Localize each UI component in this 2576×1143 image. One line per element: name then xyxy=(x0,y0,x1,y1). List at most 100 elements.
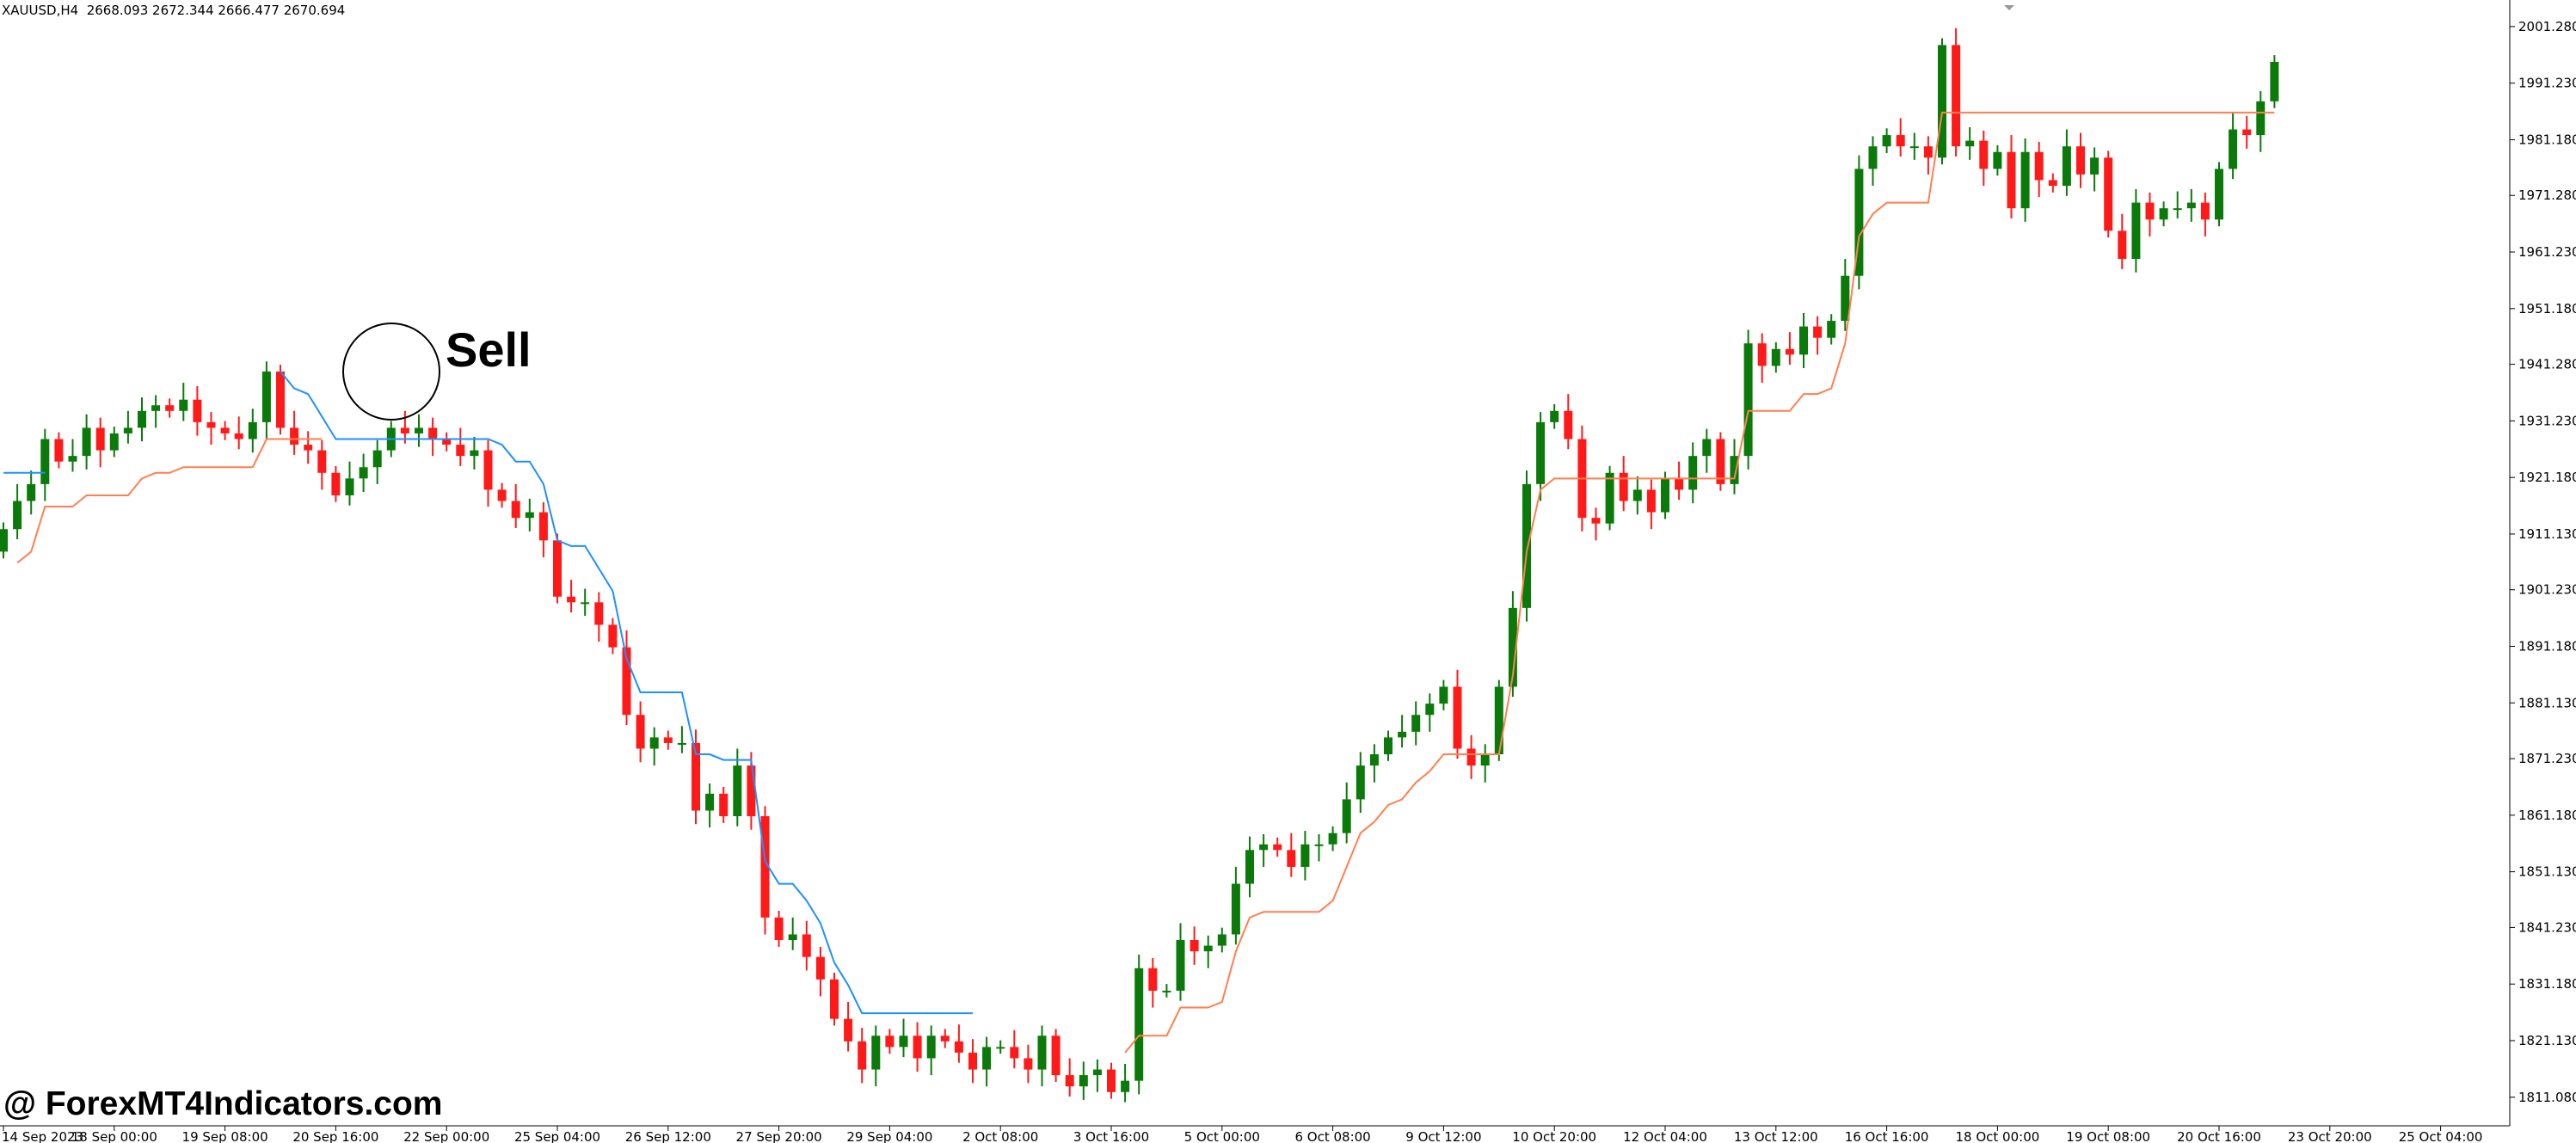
y-tick-label: 1981.180 xyxy=(2518,132,2576,147)
bullish-candle xyxy=(1688,456,1698,490)
bullish-candle xyxy=(82,427,91,457)
bullish-candle xyxy=(1439,686,1448,704)
bearish-candle xyxy=(428,427,438,439)
bearish-candle xyxy=(2076,146,2085,175)
bullish-candle xyxy=(2270,61,2279,101)
bullish-candle xyxy=(2229,129,2238,169)
bearish-candle xyxy=(608,624,618,648)
y-tick-label: 1861.180 xyxy=(2518,808,2576,823)
bullish-candle xyxy=(345,478,354,495)
bullish-candle xyxy=(1827,321,1836,338)
y-tick-label: 2001.280 xyxy=(2518,19,2576,34)
x-tick-label: 12 Oct 04:00 xyxy=(1623,1129,1707,1143)
bearish-candle xyxy=(2104,157,2113,231)
bullish-candle xyxy=(1411,715,1421,732)
bearish-candle xyxy=(968,1052,977,1070)
bullish-candle xyxy=(415,427,423,433)
bearish-candle xyxy=(1065,1075,1074,1087)
x-tick-label: 26 Sep 12:00 xyxy=(625,1129,711,1143)
bearish-candle xyxy=(719,793,729,817)
bearish-candle xyxy=(456,445,465,457)
bullish-candle xyxy=(1730,456,1739,484)
bullish-candle xyxy=(1398,731,1407,738)
bearish-candle xyxy=(1813,326,1823,338)
x-tick-label: 16 Oct 16:00 xyxy=(1845,1129,1929,1143)
bullish-candle xyxy=(677,742,686,745)
bullish-candle xyxy=(40,439,50,484)
bearish-candle xyxy=(692,742,700,811)
bullish-candle xyxy=(1938,45,1946,158)
bearish-candle xyxy=(844,1018,853,1042)
x-tick-label: 13 Oct 12:00 xyxy=(1734,1129,1818,1143)
bearish-candle xyxy=(2242,129,2252,136)
bearish-candle xyxy=(885,1035,895,1048)
bullish-candle xyxy=(1841,275,1850,322)
bearish-candle xyxy=(567,596,576,603)
x-tick-label: 25 Oct 04:00 xyxy=(2399,1129,2483,1143)
bearish-candle xyxy=(2048,180,2057,186)
bearish-candle xyxy=(54,439,64,462)
bearish-candle xyxy=(913,1035,922,1059)
x-tick-label: 5 Oct 00:00 xyxy=(1184,1129,1260,1143)
bearish-candle xyxy=(538,512,548,541)
bullish-candle xyxy=(2159,208,2168,220)
bullish-candle xyxy=(123,427,132,433)
bearish-candle xyxy=(1646,489,1656,513)
bearish-candle xyxy=(1675,478,1684,490)
y-tick-label: 1891.180 xyxy=(2518,638,2576,654)
bullish-candle xyxy=(2186,202,2196,209)
bullish-candle xyxy=(0,529,8,552)
bullish-candle xyxy=(1092,1069,1102,1076)
bearish-candle xyxy=(802,934,811,957)
bullish-candle xyxy=(1121,1080,1130,1092)
y-tick-label: 1841.230 xyxy=(2518,919,2576,935)
bullish-candle xyxy=(1743,343,1753,457)
bullish-candle xyxy=(705,793,715,811)
x-tick-label: 18 Sep 00:00 xyxy=(71,1129,157,1143)
bearish-candle xyxy=(1273,844,1282,851)
bearish-candle xyxy=(2118,230,2127,260)
x-tick-label: 22 Sep 00:00 xyxy=(403,1129,489,1143)
bearish-candle xyxy=(1107,1069,1116,1092)
bullish-candle xyxy=(1217,934,1227,946)
x-tick-label: 27 Sep 20:00 xyxy=(736,1129,822,1143)
bearish-candle xyxy=(1979,140,1989,169)
y-tick-label: 1991.230 xyxy=(2518,76,2576,91)
bearish-candle xyxy=(1591,518,1601,524)
bullish-candle xyxy=(1965,140,1975,147)
bullish-candle xyxy=(1342,799,1351,833)
bearish-candle xyxy=(553,540,562,597)
bearish-candle xyxy=(234,433,243,439)
bullish-candle xyxy=(1661,478,1669,513)
watermark: @ ForexMT4Indicators.com xyxy=(3,1085,443,1122)
bearish-candle xyxy=(1896,135,1905,147)
bearish-candle xyxy=(858,1041,867,1070)
bullish-candle xyxy=(1259,844,1269,851)
bullish-candle xyxy=(1037,1035,1047,1070)
bullish-candle xyxy=(359,467,368,479)
bullish-candle xyxy=(2173,208,2182,211)
bearish-candle xyxy=(830,979,839,1019)
x-tick-label: 14 Sep 2023 xyxy=(2,1129,83,1143)
bearish-candle xyxy=(1716,439,1725,484)
bullish-candle xyxy=(1079,1075,1088,1087)
bearish-candle xyxy=(815,956,825,980)
bearish-candle xyxy=(290,427,299,446)
bullish-candle xyxy=(1384,737,1393,755)
bullish-candle xyxy=(871,1035,881,1070)
bullish-candle xyxy=(581,602,590,605)
bullish-candle xyxy=(1480,754,1490,766)
bearish-candle xyxy=(276,371,285,428)
y-tick-label: 1921.180 xyxy=(2518,470,2576,485)
bearish-candle xyxy=(1952,45,1961,147)
bearish-candle xyxy=(760,816,770,918)
bullish-candle xyxy=(179,399,188,411)
y-tick-label: 1901.230 xyxy=(2518,582,2576,598)
bullish-candle xyxy=(1494,686,1503,755)
bullish-candle xyxy=(1854,169,1864,276)
x-tick-label: 29 Sep 04:00 xyxy=(846,1129,932,1143)
x-tick-label: 2 Oct 08:00 xyxy=(962,1129,1038,1143)
bullish-candle xyxy=(996,1047,1005,1049)
